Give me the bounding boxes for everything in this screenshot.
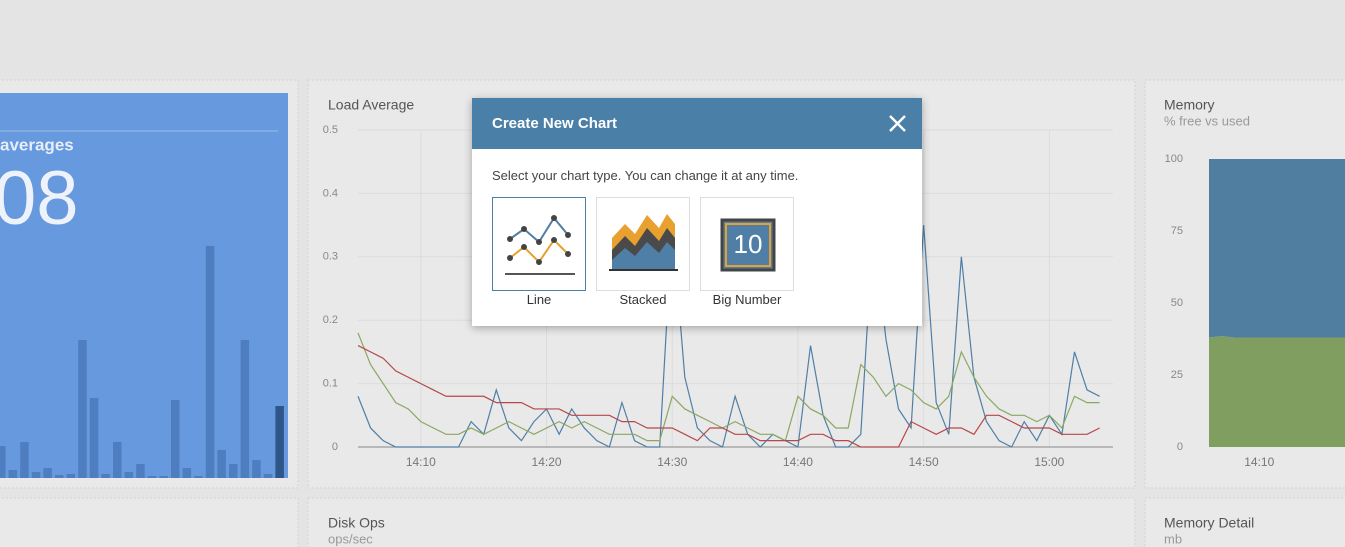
x-tick-label: 14:50 [909,455,939,469]
y-tick-label: 75 [1171,225,1183,237]
big-number-card [0,93,288,478]
dialog-instructions: Select your chart type. You can change i… [492,168,799,183]
panel-subtitle: mb [1164,531,1182,546]
series-line [357,332,1100,442]
bar [229,464,238,478]
bar [89,398,99,478]
y-tick-label: 0 [332,441,338,453]
bar [240,340,250,478]
bar [113,442,122,478]
close-button[interactable] [889,115,906,132]
stacked-area [1209,159,1345,338]
line-icon [505,215,575,275]
bar [0,446,6,478]
y-tick-label: 100 [1165,153,1183,165]
y-tick-label: 0.2 [323,314,338,326]
panel-title: Memory [1164,97,1215,113]
card-value: 08 [0,156,79,241]
stacked-icon [609,214,678,271]
x-tick-label: 14:30 [657,455,687,469]
series-line [357,225,1100,448]
x-tick-label: 14:40 [783,455,813,469]
line-option[interactable] [492,197,586,291]
y-tick-label: 0.4 [323,187,338,199]
card-title: averages [0,135,74,154]
bar [205,246,215,478]
icon-number: 10 [734,229,763,259]
bar [78,340,87,478]
y-tick-label: 0.1 [323,378,338,390]
bar [275,406,284,478]
bar [263,474,273,478]
bar [159,476,168,478]
option-label: Big Number [712,292,782,307]
bar [124,472,134,478]
bar [136,464,145,478]
panel [1144,497,1345,547]
x-tick-label: 14:20 [532,455,562,469]
bar [43,468,52,478]
dialog-title: Create New Chart [492,115,618,132]
stacked-area [1209,336,1345,447]
memory-plot [1209,159,1345,447]
panel-title: Disk Ops [328,515,385,531]
bar [194,476,203,478]
panel-title: Memory Detail [1164,515,1254,531]
big-number-icon: 10 [720,218,776,272]
x-tick-label: 15:00 [1034,455,1064,469]
series-line [357,345,1100,448]
bar [182,468,192,478]
bar [217,450,226,478]
option-label: Line [526,292,552,307]
bar [252,460,261,478]
bar [55,475,64,478]
x-tick-label: 14:10 [406,455,436,469]
bar [31,472,41,478]
panel-subtitle: ops/sec [328,531,373,546]
big-number-option[interactable]: 10 [700,197,794,291]
y-tick-label: 0.5 [323,124,338,136]
bar [147,476,157,478]
y-tick-label: 0.3 [323,251,338,263]
panel [0,497,299,547]
y-tick-label: 0 [1177,441,1183,453]
stacked-option[interactable] [596,197,690,291]
create-chart-dialog: Create New Chart Select your chart type.… [472,98,922,326]
panel [307,497,1136,547]
bar [101,474,110,478]
bar [8,470,18,478]
option-label: Stacked [619,292,667,307]
dialog-header: Create New Chart [472,98,922,149]
x-tick-label: 14:10 [1244,455,1274,469]
bar [171,400,180,478]
panel-title: Load Average [328,97,414,113]
panel-subtitle: % free vs used [1164,113,1250,128]
y-tick-label: 25 [1171,369,1183,381]
bar [20,442,29,478]
y-tick-label: 50 [1171,297,1183,309]
bar [66,474,76,478]
